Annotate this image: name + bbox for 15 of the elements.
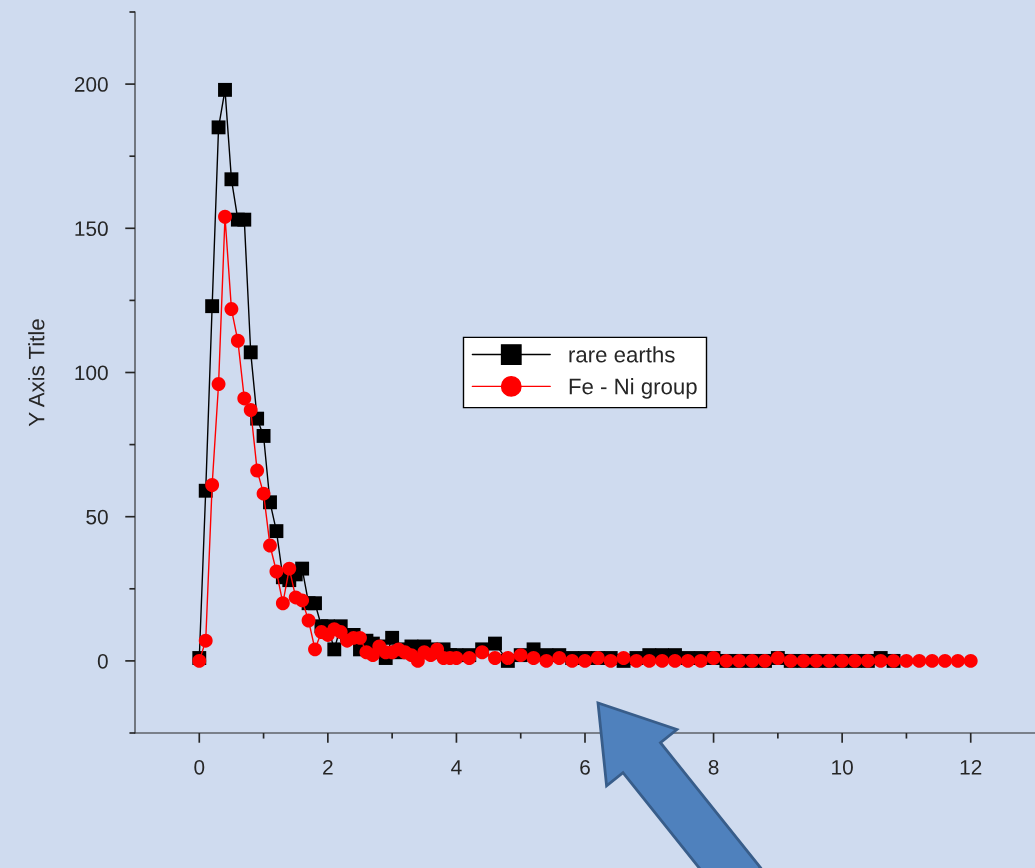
y-tick-label: 0 <box>97 653 108 669</box>
y-tick-label: 100 <box>75 365 108 381</box>
x-tick-label: 4 <box>451 760 462 775</box>
y-tick-label: 50 <box>86 509 108 525</box>
x-tick-label: 6 <box>580 759 590 775</box>
legend-label: rare earths <box>569 346 675 363</box>
x-tick-label: 12 <box>960 759 982 775</box>
y-axis-title: Y Axis Title <box>28 319 45 427</box>
y-tick-label: 150 <box>75 221 108 237</box>
x-tick-label: 8 <box>708 759 719 775</box>
x-tick-label: 0 <box>194 759 205 775</box>
legend-label: Fe - Ni group <box>569 378 697 399</box>
x-tick-label: 2 <box>323 759 333 775</box>
y-tick-label: 200 <box>74 77 108 92</box>
x-tick-label: 10 <box>832 759 853 775</box>
